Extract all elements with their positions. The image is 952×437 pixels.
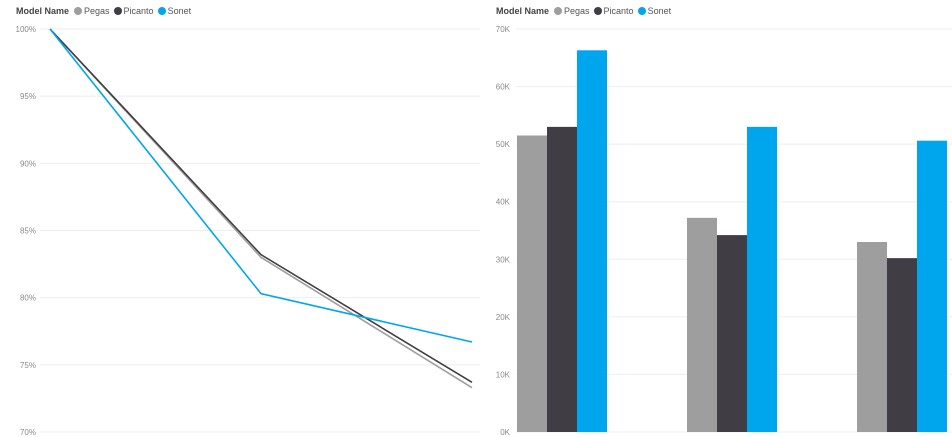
legend-title: Model Name bbox=[496, 6, 550, 16]
bar-pegas[interactable] bbox=[857, 242, 887, 432]
y-tick-label: 0K bbox=[500, 428, 510, 437]
bar-picanto[interactable] bbox=[717, 235, 747, 432]
y-tick-label: 70K bbox=[496, 25, 511, 34]
y-tick-label: 20K bbox=[496, 313, 511, 322]
bar-picanto[interactable] bbox=[887, 258, 917, 432]
legend-item-pegas[interactable]: Pegas bbox=[554, 6, 590, 16]
legend-label-sonet: Sonet bbox=[647, 6, 672, 16]
y-tick-label: 85% bbox=[20, 227, 36, 236]
y-tick-label: 75% bbox=[20, 361, 36, 370]
legend-item-picanto[interactable]: Picanto bbox=[593, 6, 634, 16]
legend-item-sonet[interactable]: Sonet bbox=[157, 6, 192, 16]
legend-item-pegas[interactable]: Pegas bbox=[74, 6, 110, 16]
legend-label-picanto: Picanto bbox=[603, 6, 634, 16]
legend-item-picanto[interactable]: Picanto bbox=[113, 6, 154, 16]
bar-chart-legend: Model Name Pegas Picanto Sonet bbox=[496, 6, 675, 16]
y-tick-label: 60K bbox=[496, 83, 511, 92]
y-tick-label: 10K bbox=[496, 370, 511, 379]
legend-title: Model Name bbox=[16, 6, 70, 16]
bar-sonet[interactable] bbox=[917, 140, 947, 432]
bar-pegas[interactable] bbox=[687, 217, 717, 432]
bar-chart-panel: Model Name Pegas Picanto Sonet 70K 60K 50K… bbox=[480, 0, 952, 437]
series-line-picanto[interactable] bbox=[49, 28, 473, 383]
y-tick-label: 50K bbox=[496, 140, 511, 149]
legend-item-sonet[interactable]: Sonet bbox=[637, 6, 672, 16]
y-tick-label: 95% bbox=[20, 92, 36, 101]
y-tick-label: 30K bbox=[496, 255, 511, 264]
series-line-pegas[interactable] bbox=[49, 28, 473, 389]
bar-chart: 70K 60K 50K 40K 30K 20K 10K 0K bbox=[496, 25, 952, 437]
legend-label-picanto: Picanto bbox=[123, 6, 154, 16]
series-line-sonet[interactable] bbox=[49, 28, 473, 343]
y-tick-label: 40K bbox=[496, 198, 511, 207]
legend-marker-picanto bbox=[593, 7, 602, 15]
legend-marker-sonet bbox=[157, 7, 166, 15]
legend-label-sonet: Sonet bbox=[167, 6, 192, 16]
bar-sonet[interactable] bbox=[747, 126, 777, 432]
line-chart-panel: Model Name Pegas Picanto Sonet 100% 95% 90… bbox=[16, 6, 480, 437]
y-tick-label: 90% bbox=[20, 159, 36, 168]
legend-label-pegas: Pegas bbox=[564, 6, 590, 16]
bar-sonet[interactable] bbox=[577, 50, 607, 433]
legend-marker-pegas bbox=[74, 7, 83, 15]
legend-marker-sonet bbox=[637, 7, 646, 15]
legend-marker-picanto bbox=[113, 7, 122, 15]
line-chart-legend: Model Name Pegas Picanto Sonet bbox=[16, 6, 195, 16]
y-tick-label: 80% bbox=[20, 294, 36, 303]
y-tick-label: 70% bbox=[20, 428, 36, 437]
line-chart: 100% 95% 90% 85% 80% 75% 70% bbox=[16, 25, 480, 437]
bar-pegas[interactable] bbox=[517, 135, 547, 432]
y-tick-label: 100% bbox=[16, 25, 36, 34]
legend-marker-pegas bbox=[554, 7, 563, 15]
legend-label-pegas: Pegas bbox=[84, 6, 110, 16]
bar-picanto[interactable] bbox=[547, 126, 577, 432]
